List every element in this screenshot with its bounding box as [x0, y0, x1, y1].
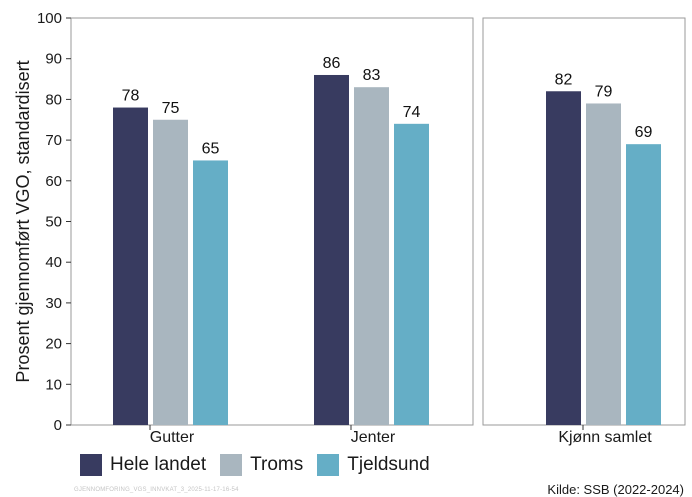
y-tick-label: 40 [45, 254, 62, 271]
y-tick-label: 100 [37, 10, 62, 27]
y-tick-label: 30 [45, 295, 62, 312]
legend-label-tjeldsund: Tjeldsund [347, 454, 430, 475]
bar-kjønn-samlet-3 [626, 144, 661, 426]
y-tick-label: 10 [45, 376, 62, 393]
bar-jenter-3 [394, 123, 429, 425]
y-axis-label: Prosent gjennomført VGO, standardisert [13, 60, 33, 382]
legend-swatch-hele-landet [80, 454, 102, 476]
data-label: 82 [555, 71, 573, 88]
bar-gutter-3 [193, 160, 228, 425]
y-tick-label: 90 [45, 51, 62, 68]
legend-item-hele-landet: Hele landet [80, 454, 206, 476]
legend-swatch-tjeldsund [317, 454, 340, 476]
data-label: 79 [595, 83, 613, 100]
x-tick-label: Kjønn samlet [558, 429, 652, 446]
legend-item-tjeldsund: Tjeldsund [317, 454, 430, 476]
bar-kjønn-samlet-1 [546, 91, 581, 425]
data-label: 75 [162, 100, 180, 117]
bar-gutter-2 [153, 119, 188, 425]
y-tick-label: 50 [45, 214, 62, 231]
bar-gutter-1 [113, 107, 148, 425]
x-tick-label: Jenter [351, 429, 396, 446]
data-label: 74 [403, 104, 421, 121]
bar-jenter-1 [314, 74, 349, 425]
source-note: Kilde: SSB (2022-2024) [547, 482, 684, 497]
legend-label-troms: Troms [250, 454, 304, 475]
data-label: 65 [202, 140, 220, 157]
x-tick-label: Gutter [150, 429, 195, 446]
legend-item-troms: Troms [220, 454, 303, 476]
watermark: GJENNOMFORING_VGS_INNVKAT_3_2025-11-17-1… [74, 487, 239, 493]
bar-jenter-2 [354, 87, 389, 425]
y-tick-label: 80 [45, 91, 62, 108]
bar-kjønn-samlet-2 [586, 103, 621, 425]
panel-frame-2 [482, 17, 686, 426]
y-tick-label: 60 [45, 173, 62, 190]
legend: Hele landet Troms Tjeldsund [80, 454, 430, 476]
legend-label-hele-landet: Hele landet [110, 454, 207, 475]
data-label: 78 [122, 88, 140, 105]
data-label: 86 [323, 55, 341, 72]
data-label: 83 [363, 67, 381, 84]
legend-swatch-troms [220, 454, 243, 476]
y-tick-label: 0 [54, 417, 62, 434]
data-label: 69 [635, 124, 653, 141]
y-tick-label: 70 [45, 132, 62, 149]
y-tick-label: 20 [45, 336, 62, 353]
